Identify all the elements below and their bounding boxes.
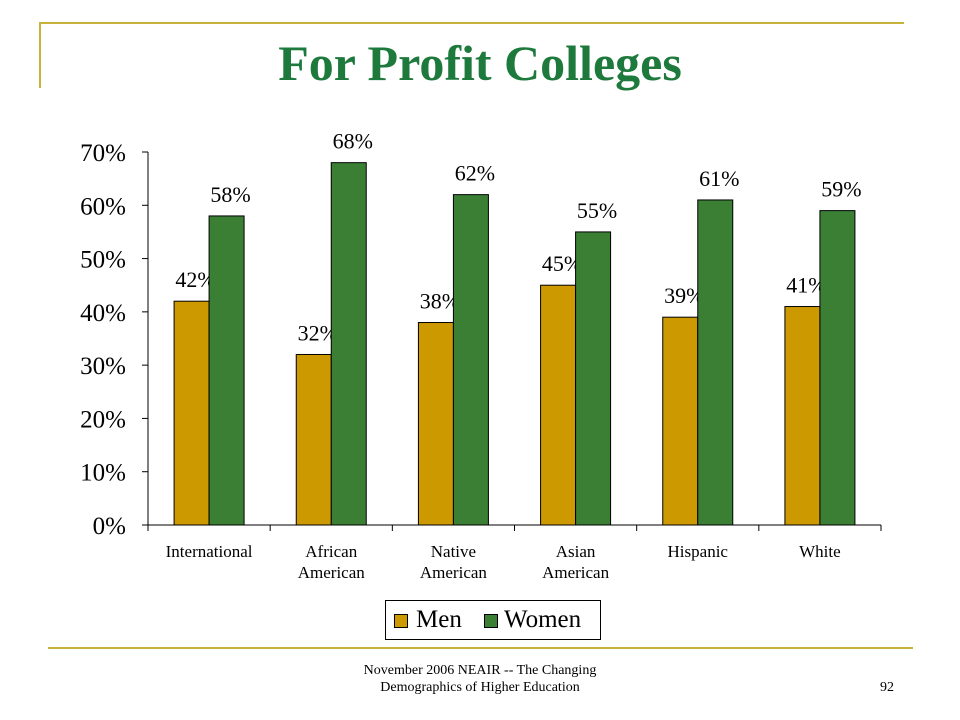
y-tick-label: 70% [80,140,126,167]
x-tick-label: Hispanic [668,542,729,561]
legend-label-women: Women [504,606,582,633]
y-tick-label: 60% [80,193,126,220]
x-tick-label: Asian [556,542,596,561]
footer-line-1: November 2006 NEAIR -- The Changing [363,663,597,678]
data-label-women: 58% [210,182,250,207]
y-tick-label: 30% [80,353,126,380]
bar-men [417,322,454,526]
x-tick-label: International [166,542,253,561]
chart-legend: Men Women [385,600,601,640]
data-label-women: 61% [699,166,739,191]
data-label-women: 59% [821,177,861,202]
bar-women [452,194,489,526]
bar-men [295,353,332,526]
bar-women [819,210,856,526]
legend-swatch-women [484,614,498,628]
slide-title: For Profit Colleges [278,35,682,91]
data-label-women: 68% [333,129,373,154]
bar-women [575,231,612,526]
footer-text: November 2006 NEAIR -- The Changing Demo… [300,662,660,696]
y-tick-label: 20% [80,406,126,433]
bar-women [697,199,734,526]
bar-women [208,215,245,526]
x-tick-label: Native [431,542,476,561]
legend-swatch-men [394,614,408,628]
x-tick-label: White [799,542,841,561]
x-tick-label: American [542,563,610,582]
y-tick-label: 40% [80,300,126,327]
bar-chart: 0%10%20%30%40%50%60%70%42%58%Internation… [80,129,882,582]
left-rule [39,22,41,88]
top-rule [39,22,904,24]
footer-line-2: Demographics of Higher Education [380,680,580,695]
x-tick-label: African [305,542,357,561]
y-tick-label: 10% [80,460,126,487]
bar-men [784,306,821,526]
x-tick-label: American [420,563,488,582]
y-tick-label: 50% [80,247,126,274]
bar-men [662,316,699,526]
x-tick-label: American [298,563,366,582]
y-tick-label: 0% [93,513,126,540]
bar-men [540,284,577,526]
bottom-rule [48,647,913,649]
page-number: 92 [880,680,894,695]
bar-women [330,162,367,526]
legend-label-men: Men [416,606,462,633]
bar-men [173,300,210,526]
data-label-women: 55% [577,198,617,223]
data-label-women: 62% [455,161,495,186]
